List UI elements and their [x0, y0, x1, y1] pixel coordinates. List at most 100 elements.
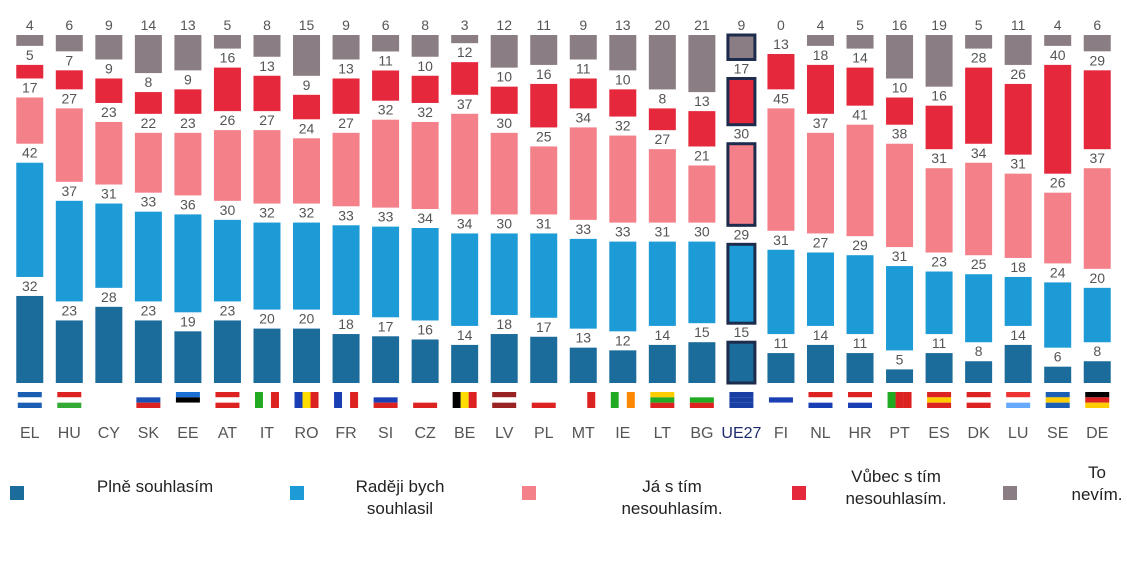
- flag: [17, 392, 42, 398]
- bar-segment: [95, 306, 123, 383]
- flag: [808, 392, 833, 398]
- bar-segment: [55, 35, 83, 52]
- value-label: 37: [813, 115, 829, 131]
- bar-segment: [609, 241, 637, 332]
- value-label: 10: [417, 58, 433, 74]
- bar-segment: [411, 75, 439, 103]
- bar-segment: [925, 353, 953, 383]
- value-label: 6: [65, 17, 73, 33]
- bar-segment: [134, 320, 162, 383]
- value-label: 29: [852, 237, 868, 253]
- x-tick-label: FR: [335, 425, 356, 442]
- bar-segment: [806, 64, 834, 114]
- flag: [808, 402, 833, 408]
- value-label: 8: [1093, 343, 1101, 359]
- value-label: 5: [26, 47, 34, 63]
- flag: [175, 397, 200, 403]
- bar-segment: [174, 89, 202, 114]
- flag: [373, 392, 398, 398]
- flag: [927, 392, 952, 398]
- flag: [262, 392, 271, 408]
- flag: [96, 397, 121, 403]
- flag: [1085, 397, 1110, 403]
- x-tick-label: NL: [810, 425, 831, 442]
- value-label: 14: [457, 327, 473, 343]
- bar-segment: [490, 86, 518, 114]
- x-tick-label: UE27: [721, 425, 761, 442]
- bar-segment: [134, 35, 162, 74]
- value-label: 37: [62, 183, 78, 199]
- value-label: 20: [655, 17, 671, 33]
- value-label: 32: [417, 104, 433, 120]
- bar-segment: [55, 70, 83, 90]
- flag: [729, 397, 754, 403]
- value-label: 23: [220, 302, 236, 318]
- flag: [689, 392, 714, 398]
- x-tick-label: SK: [138, 425, 160, 442]
- flag: [768, 397, 793, 403]
- value-label: 32: [615, 118, 631, 134]
- value-label: 23: [62, 302, 78, 318]
- value-label: 23: [931, 254, 947, 270]
- flag: [848, 392, 873, 398]
- flag: [650, 397, 675, 403]
- bar-segment: [332, 334, 360, 383]
- flag: [1006, 392, 1031, 398]
- bar-segment: [569, 238, 597, 329]
- value-label: 29: [734, 226, 750, 242]
- value-label: 8: [263, 17, 271, 33]
- bar-segment: [648, 108, 676, 131]
- bar-segment: [726, 340, 757, 385]
- value-label: 32: [22, 278, 38, 294]
- bar-segment: [253, 130, 281, 204]
- bar-segment: [95, 78, 123, 103]
- flag: [1045, 397, 1070, 403]
- value-label: 32: [259, 205, 275, 221]
- bar-segment: [886, 35, 914, 79]
- flag: [492, 402, 517, 408]
- value-label: 21: [694, 147, 710, 163]
- bar-segment: [886, 266, 914, 351]
- value-label: 31: [536, 215, 552, 231]
- x-tick-label: LV: [495, 425, 514, 442]
- x-tick-label: RO: [295, 425, 319, 442]
- value-label: 27: [62, 90, 78, 106]
- flag: [342, 392, 351, 408]
- bar-segment: [490, 35, 518, 68]
- bar-segment: [609, 350, 637, 383]
- bar-segment: [965, 35, 993, 49]
- flag: [1006, 402, 1031, 408]
- value-label: 13: [338, 60, 354, 76]
- flag: [452, 392, 461, 408]
- flag: [17, 402, 42, 408]
- bar-segment: [134, 211, 162, 302]
- value-label: 13: [694, 93, 710, 109]
- flag: [96, 402, 121, 408]
- value-label: 22: [141, 115, 157, 131]
- flag: [966, 402, 991, 408]
- bar-segment: [174, 132, 202, 196]
- value-label: 32: [378, 102, 394, 118]
- x-tick-label: PT: [889, 425, 910, 442]
- bar-segment: [332, 225, 360, 316]
- bar-segment: [530, 233, 558, 318]
- x-tick-label: IT: [260, 425, 274, 442]
- bar-segment: [1004, 344, 1032, 383]
- bar-segment: [726, 142, 757, 227]
- value-label: 36: [180, 196, 196, 212]
- flag: [729, 402, 754, 408]
- bar-segment: [846, 35, 874, 49]
- bar-segment: [1083, 35, 1111, 52]
- bar-segment: [1004, 276, 1032, 326]
- value-label: 31: [892, 248, 908, 264]
- value-label: 37: [1089, 150, 1105, 166]
- flag: [254, 392, 263, 408]
- flag: [531, 397, 556, 403]
- value-label: 33: [575, 221, 591, 237]
- value-label: 30: [220, 202, 236, 218]
- bar-segment: [1044, 64, 1072, 174]
- bar-segment: [688, 165, 716, 223]
- value-label: 6: [1054, 349, 1062, 365]
- bar-segment: [1004, 83, 1032, 155]
- flag: [768, 402, 793, 408]
